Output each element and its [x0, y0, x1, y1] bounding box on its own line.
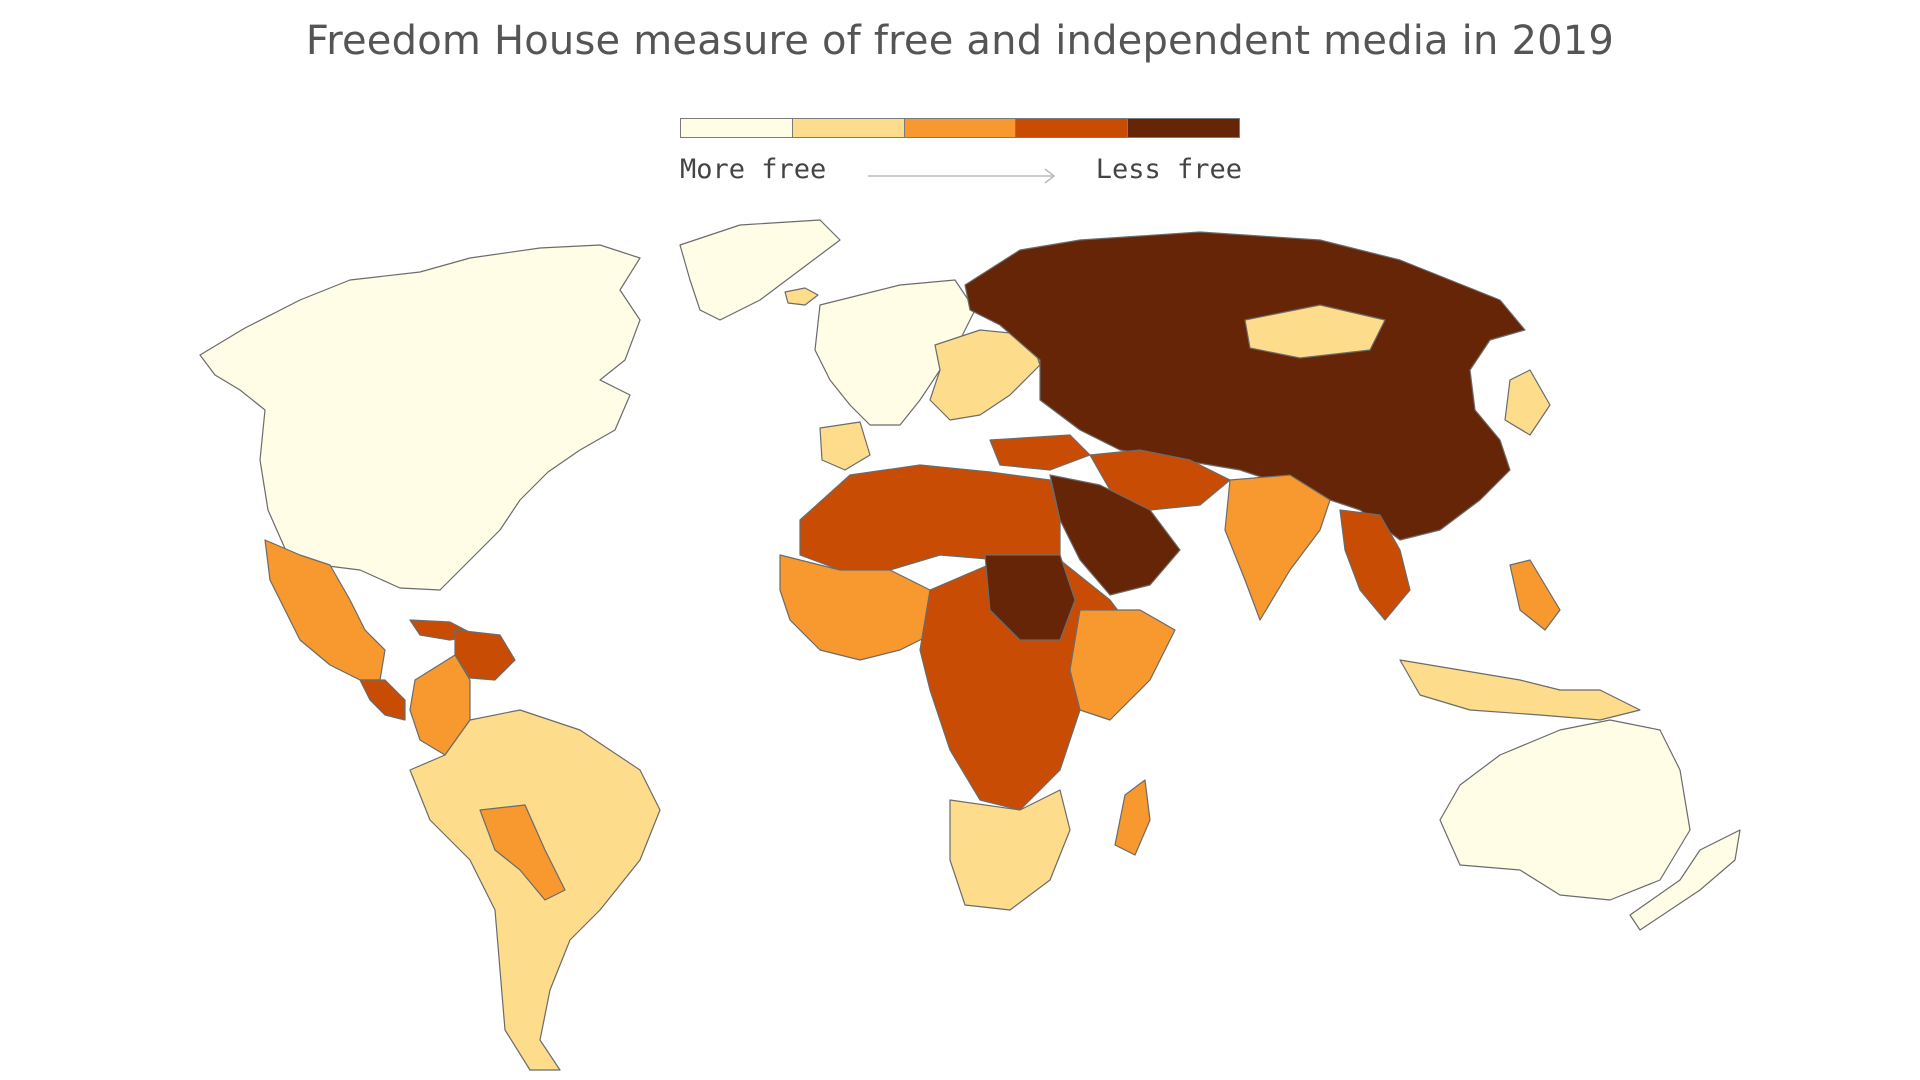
region-west-africa	[779, 554, 941, 661]
region-north-america	[199, 244, 641, 591]
region-western-europe	[814, 279, 976, 426]
region-sudan	[984, 554, 1076, 641]
region-new-zealand	[1629, 829, 1741, 931]
region-southern-africa	[949, 789, 1071, 911]
legend-swatch-2	[792, 119, 905, 137]
region-russia-china	[964, 231, 1526, 541]
region-philippines	[1509, 559, 1561, 631]
region-iceland	[784, 287, 819, 306]
legend-swatch-3	[904, 119, 1017, 137]
region-mongolia	[1244, 304, 1386, 359]
legend-high-label: Less free	[1095, 154, 1242, 185]
region-indonesia	[1399, 659, 1641, 721]
region-central-america	[359, 679, 406, 721]
region-madagascar	[1114, 779, 1151, 856]
region-bolivia	[479, 804, 566, 901]
legend-color-bar	[680, 118, 1240, 138]
legend-swatch-1	[681, 119, 793, 137]
region-southeast-asia	[1339, 509, 1411, 621]
arrow-right-icon	[868, 168, 1056, 184]
legend-swatch-5	[1128, 119, 1239, 137]
region-japan	[1504, 369, 1551, 436]
region-turkey	[989, 434, 1091, 471]
color-legend: More free Less free	[680, 118, 1242, 198]
world-map-svg	[199, 219, 1741, 1071]
region-north-africa	[799, 464, 1061, 571]
world-map	[0, 210, 1920, 1080]
region-india	[1224, 474, 1331, 621]
region-east-africa	[1069, 609, 1176, 721]
legend-low-label: More free	[680, 154, 827, 185]
region-arabia	[1049, 474, 1181, 596]
region-eastern-europe	[929, 329, 1041, 421]
region-south-america	[409, 709, 661, 1071]
region-greenland	[679, 219, 841, 321]
region-iberia	[819, 421, 871, 471]
chart-title: Freedom House measure of free and indepe…	[305, 18, 1615, 64]
region-australia	[1439, 719, 1691, 901]
legend-swatch-4	[1016, 119, 1129, 137]
